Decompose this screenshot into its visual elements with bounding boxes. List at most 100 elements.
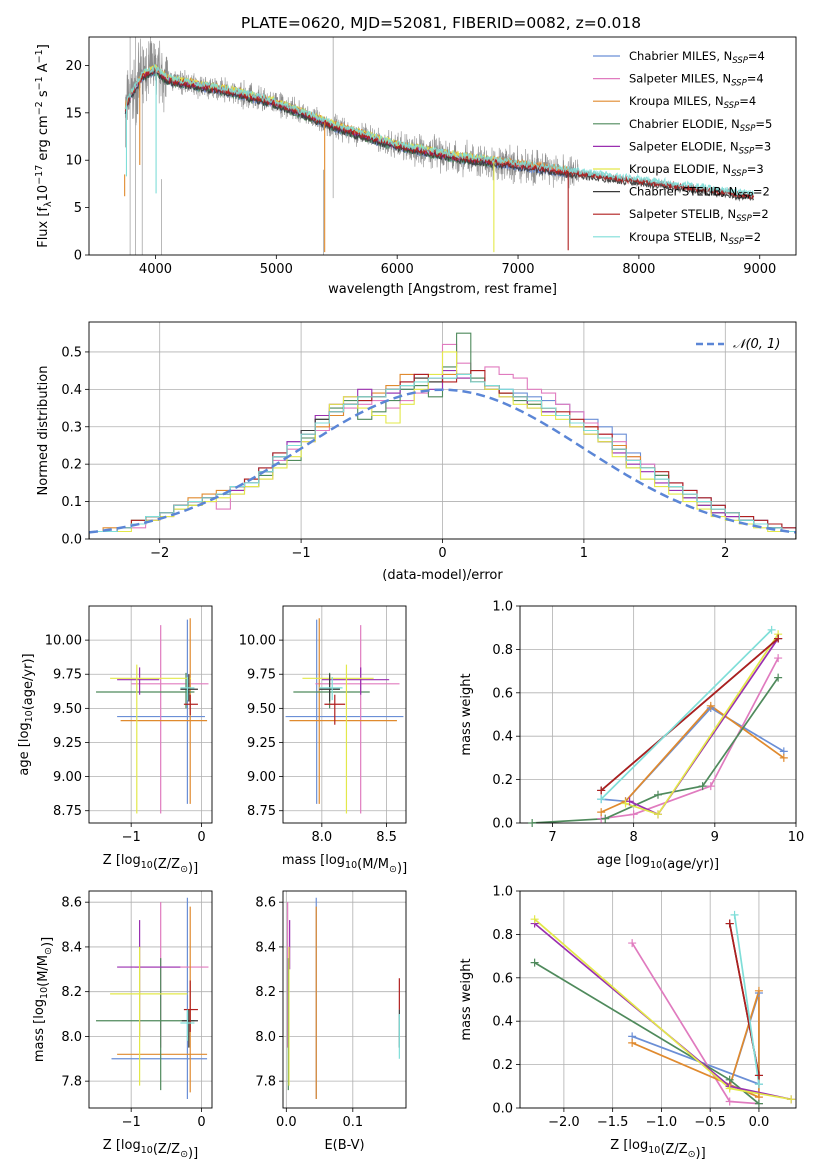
weight-line — [733, 914, 760, 1085]
weight-vs-z-ytick-label: 1.0 — [492, 885, 513, 900]
age-vs-z-xlabel: Z [log10(Z/Z⊙)] — [103, 853, 198, 876]
weight-vs-age-xtick-label: 10 — [788, 830, 805, 845]
age-vs-mass-panel: 8.0 8.5 8.75 9.00 9.25 9.50 9.75 10.00 — [239, 605, 407, 845]
spectrum-ytick-label: 15 — [65, 106, 82, 121]
age-vs-mass-ytick-label: 9.50 — [247, 702, 276, 717]
weight-line — [625, 633, 779, 816]
spectrum-xtick-label: 6000 — [381, 262, 414, 277]
mass-vs-ebv-ytick-label: 8.0 — [255, 1030, 276, 1045]
legend-label: Salpeter MILES, NSSP=4 — [629, 72, 764, 89]
weight-marker — [754, 986, 763, 995]
spectrum-model-line — [124, 63, 755, 199]
weight-line — [532, 677, 779, 823]
mass-vs-ebv-ytick-label: 7.8 — [255, 1075, 276, 1090]
weight-vs-age-xtick-label: 9 — [711, 830, 719, 845]
weight-vs-z-plot-area — [534, 914, 792, 1105]
age-vs-mass-frame — [282, 605, 407, 824]
legend-label: Salpeter ELODIE, NSSP=3 — [629, 139, 771, 156]
weight-marker — [628, 939, 637, 948]
mass-vs-ebv-ytick-label: 8.6 — [255, 896, 276, 911]
age-vs-z-ytick-label: 9.25 — [53, 736, 82, 751]
weight-vs-z-panel: −2.0 −1.5 −1.0 −0.5 0.0 0.0 0.2 0.4 0.6 0.8 1.0 — [492, 885, 797, 1130]
age-vs-mass-plot-area — [285, 618, 404, 814]
residuals-ytick-label: 0.5 — [61, 345, 82, 360]
weight-marker — [754, 1080, 763, 1089]
legend-label: Chabrier MILES, NSSP=4 — [629, 49, 765, 66]
age-vs-z-ytick-label: 9.00 — [53, 770, 82, 785]
weight-marker — [730, 910, 739, 919]
weight-marker — [597, 795, 606, 804]
spectrum-ytick-label: 0 — [74, 249, 82, 264]
weight-marker — [725, 1084, 734, 1093]
mass-vs-ebv-ytick-label: 8.4 — [255, 940, 276, 955]
weight-vs-z-xtick-label: −2.0 — [548, 1115, 580, 1130]
age-vs-z-xtick-label: −1 — [122, 830, 141, 845]
spectrum-xtick-label: 5000 — [260, 262, 293, 277]
weight-vs-age-ytick-label: 0.2 — [492, 773, 513, 788]
spectrum-xtick-label: 8000 — [622, 262, 655, 277]
mass-vs-z-xlabel: Z [log10(Z/Z⊙)] — [103, 1138, 198, 1161]
age-vs-mass-ytick-label: 9.00 — [247, 770, 276, 785]
spectrum-ytick-label: 5 — [74, 201, 82, 216]
mass-vs-z-xtick-label: 0 — [197, 1115, 205, 1130]
weight-marker — [787, 1095, 796, 1104]
weight-marker — [725, 1097, 734, 1106]
weight-vs-age-xtick-label: 8 — [630, 830, 638, 845]
weight-marker — [754, 1071, 763, 1080]
histogram-step — [89, 373, 796, 539]
mass-vs-z-plot-area — [96, 897, 209, 1100]
spectrum-plot-area — [124, 37, 755, 255]
legend-label: Kroupa ELODIE, NSSP=3 — [629, 162, 764, 179]
weight-line — [631, 990, 760, 1099]
mass-vs-ebv-xtick-label: 0.1 — [342, 1115, 363, 1130]
weight-marker — [774, 654, 783, 663]
mass-vs-ebv-xlabel: E(B-V) — [324, 1138, 364, 1153]
weight-marker — [779, 753, 788, 762]
mass-vs-ebv-plot-area — [287, 897, 400, 1100]
residuals-xtick-label: 1 — [580, 546, 588, 561]
weight-line — [601, 657, 779, 820]
weight-vs-z-ytick-label: 0.2 — [492, 1058, 513, 1073]
spectrum-xtick-label: 4000 — [139, 262, 172, 277]
mass-vs-z-ytick-label: 8.2 — [61, 985, 82, 1000]
weight-vs-z-ytick-label: 0.0 — [492, 1102, 513, 1117]
residuals-plot-area — [89, 332, 796, 539]
histogram-step — [89, 351, 796, 539]
weight-line — [600, 704, 785, 813]
spectrum-xtick-label: 9000 — [743, 262, 776, 277]
age-vs-z-ylabel: age [log10(age/yr)] — [17, 653, 36, 775]
weight-marker — [530, 915, 539, 924]
spectrum-ylabel: Flux [fλ10−17 erg cm−2 s−1 A−1] — [34, 44, 54, 248]
figure-title: PLATE=0620, MJD=52081, FIBERID=0082, z=0… — [241, 14, 641, 32]
weight-vs-age-xtick-label: 7 — [548, 830, 556, 845]
legend-label: Salpeter STELIB, NSSP=2 — [629, 207, 769, 224]
mass-vs-z-panel: −1 0 7.8 8.0 8.2 8.4 8.6 — [61, 890, 213, 1130]
weight-vs-z-xtick-label: −0.5 — [694, 1115, 726, 1130]
mass-vs-ebv-panel: 0.0 0.1 7.8 8.0 8.2 8.4 8.6 — [255, 890, 407, 1130]
legend-label: Chabrier STELIB, NSSP=2 — [629, 185, 770, 202]
spectrum-legend: Chabrier MILES, NSSP=4 Salpeter MILES, NS… — [593, 49, 772, 247]
weight-marker — [774, 673, 783, 682]
mass-vs-z-xtick-label: −1 — [122, 1115, 141, 1130]
legend-label: Kroupa MILES, NSSP=4 — [629, 94, 756, 111]
spectrum-model-line — [124, 66, 755, 200]
weight-line — [600, 629, 773, 800]
residuals-ytick-label: 0.0 — [61, 533, 82, 548]
residuals-xtick-label: 2 — [721, 546, 729, 561]
gaussian-reference-line — [89, 388, 796, 534]
weight-marker — [767, 625, 776, 634]
age-vs-mass-xlabel: mass [log10(M/M⊙)] — [282, 853, 407, 876]
weight-marker — [621, 799, 630, 808]
weight-vs-z-frame — [519, 890, 797, 1109]
residuals-xtick-label: −1 — [292, 546, 311, 561]
weight-vs-age-ytick-label: 0.4 — [492, 730, 513, 745]
age-vs-z-ytick-label: 10.00 — [45, 634, 82, 649]
weight-vs-z-ytick-label: 0.8 — [492, 928, 513, 943]
residuals-ytick-label: 0.1 — [61, 495, 82, 510]
mass-vs-z-ytick-label: 8.6 — [61, 896, 82, 911]
weight-vs-age-ytick-label: 0.6 — [492, 686, 513, 701]
residuals-xlabel: (data-model)/error — [382, 568, 503, 583]
weight-marker — [706, 782, 715, 791]
weight-marker — [698, 782, 707, 791]
